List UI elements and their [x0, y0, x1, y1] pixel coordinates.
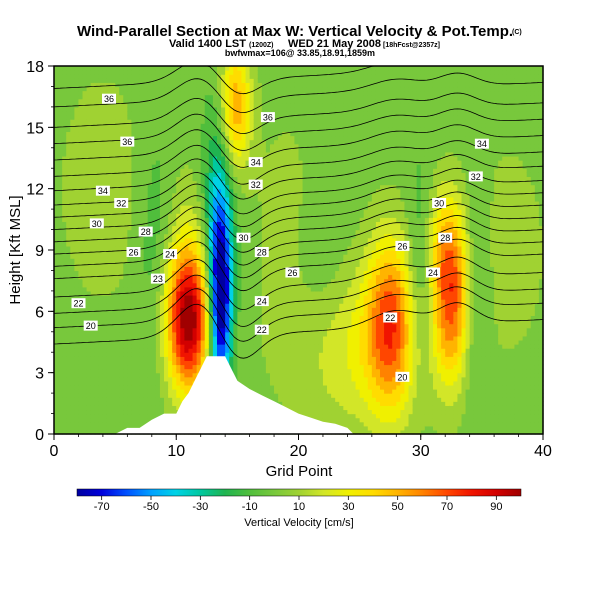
isentrope-27 [53, 203, 544, 253]
colorbar-tick-label: 30 [342, 501, 354, 513]
isentrope-label: 28 [138, 226, 153, 237]
isentrope-32 [53, 140, 544, 185]
colorbar [76, 488, 522, 497]
isentrope-label: 36 [102, 93, 116, 104]
isentrope-31 [53, 154, 544, 200]
isentrope-34 [53, 108, 544, 151]
isentrope-label: 26 [285, 267, 300, 278]
x-axis-label: Grid Point [266, 463, 334, 480]
y-tick-label: 9 [35, 243, 44, 260]
x-tick-label: 40 [534, 443, 552, 460]
valid-time-utc: (1200Z) [249, 42, 274, 49]
y-tick-label: 0 [35, 427, 44, 444]
valid-time: Valid 1400 LST [169, 38, 246, 50]
isentrope-label: 24 [254, 296, 269, 307]
y-tick-label: 15 [26, 120, 44, 137]
isentrope-label: 34 [248, 157, 263, 168]
colorbar-tick-label: -50 [143, 501, 159, 513]
isentrope-label: 28 [254, 247, 269, 258]
isentrope-label: 24 [426, 267, 440, 278]
isentrope-label: 30 [89, 218, 104, 229]
colorbar-tick-label: 90 [490, 501, 502, 513]
isentrope-25 [53, 226, 544, 279]
isentrope-label: 26 [395, 240, 410, 251]
y-tick-label: 18 [26, 59, 44, 76]
chart-title: Wind-Parallel Section at Max W: Vertical… [77, 23, 513, 40]
colorbar-tick-label: -70 [94, 501, 110, 513]
isentrope-22 [53, 272, 544, 327]
isentrope-lines [53, 65, 544, 359]
isentrope-label: 32 [468, 171, 483, 182]
isentrope-24 [53, 238, 544, 292]
x-tick-label: 30 [412, 443, 430, 460]
valid-date: WED 21 May 2008 [288, 38, 381, 50]
isentrope-label: 22 [254, 324, 269, 335]
colorbar-tick-label: -30 [192, 501, 208, 513]
isentrope-label: 26 [126, 247, 141, 258]
colorbar-ticks: -70 -50 -30 -10 10 30 50 70 90 [94, 496, 502, 513]
colorbar-tick-label: 70 [441, 501, 453, 513]
isentrope-23 [53, 256, 544, 311]
isentrope-label: 22 [383, 312, 398, 323]
x-tick-label: 0 [50, 443, 59, 460]
colorbar-label: Vertical Velocity [cm/s] [244, 517, 353, 529]
isentrope-28 [53, 191, 544, 240]
isentrope-label: 30 [236, 232, 251, 243]
isentrope-36 [53, 72, 544, 114]
isentrope-label: 30 [432, 198, 447, 209]
isentrope-label: 22 [71, 298, 86, 309]
x-tick-label: 20 [290, 443, 308, 460]
chart-subtitle: bwfwmax=106@ 33.85,18.91,1859m [225, 48, 375, 58]
copyright-mark: (C) [512, 29, 522, 36]
y-axis-label: Height [Kft MSL] [7, 195, 24, 304]
velocity-field [54, 66, 544, 435]
isentrope-35 [53, 92, 544, 135]
y-axis: 0 3 6 9 12 15 18 [26, 59, 54, 444]
isentrope-label: 36 [260, 112, 275, 123]
y-tick-label: 3 [35, 366, 44, 383]
isentrope-label: 20 [395, 371, 410, 382]
colorbar-tick-label: 10 [293, 501, 305, 513]
colorbar-tick-label: -10 [242, 501, 258, 513]
x-axis: 0 10 20 30 40 [50, 434, 552, 460]
isentrope-label: 32 [248, 179, 263, 190]
isentrope-20 [53, 302, 544, 359]
isentrope-label: 34 [95, 185, 110, 196]
isentrope-33 [53, 124, 544, 168]
isentrope-label: 32 [114, 198, 129, 209]
isentrope-label: 23 [150, 273, 165, 284]
y-tick-label: 6 [35, 304, 44, 321]
isentrope-label: 28 [438, 232, 453, 243]
isentrope-label: 24 [163, 249, 178, 260]
isentrope-30 [53, 167, 544, 215]
forecast-info: [18hFcst@2357z] [383, 42, 440, 49]
terrain-mask [54, 356, 543, 434]
colorbar-tick-label: 50 [392, 501, 404, 513]
y-tick-label: 12 [26, 182, 44, 199]
x-tick-label: 10 [167, 443, 185, 460]
isentrope-label: 36 [120, 136, 135, 147]
isentrope-label: 34 [474, 138, 489, 149]
isentrope-label: 20 [83, 320, 98, 331]
isentrope-21 [53, 286, 544, 342]
isentrope-29 [53, 179, 544, 228]
